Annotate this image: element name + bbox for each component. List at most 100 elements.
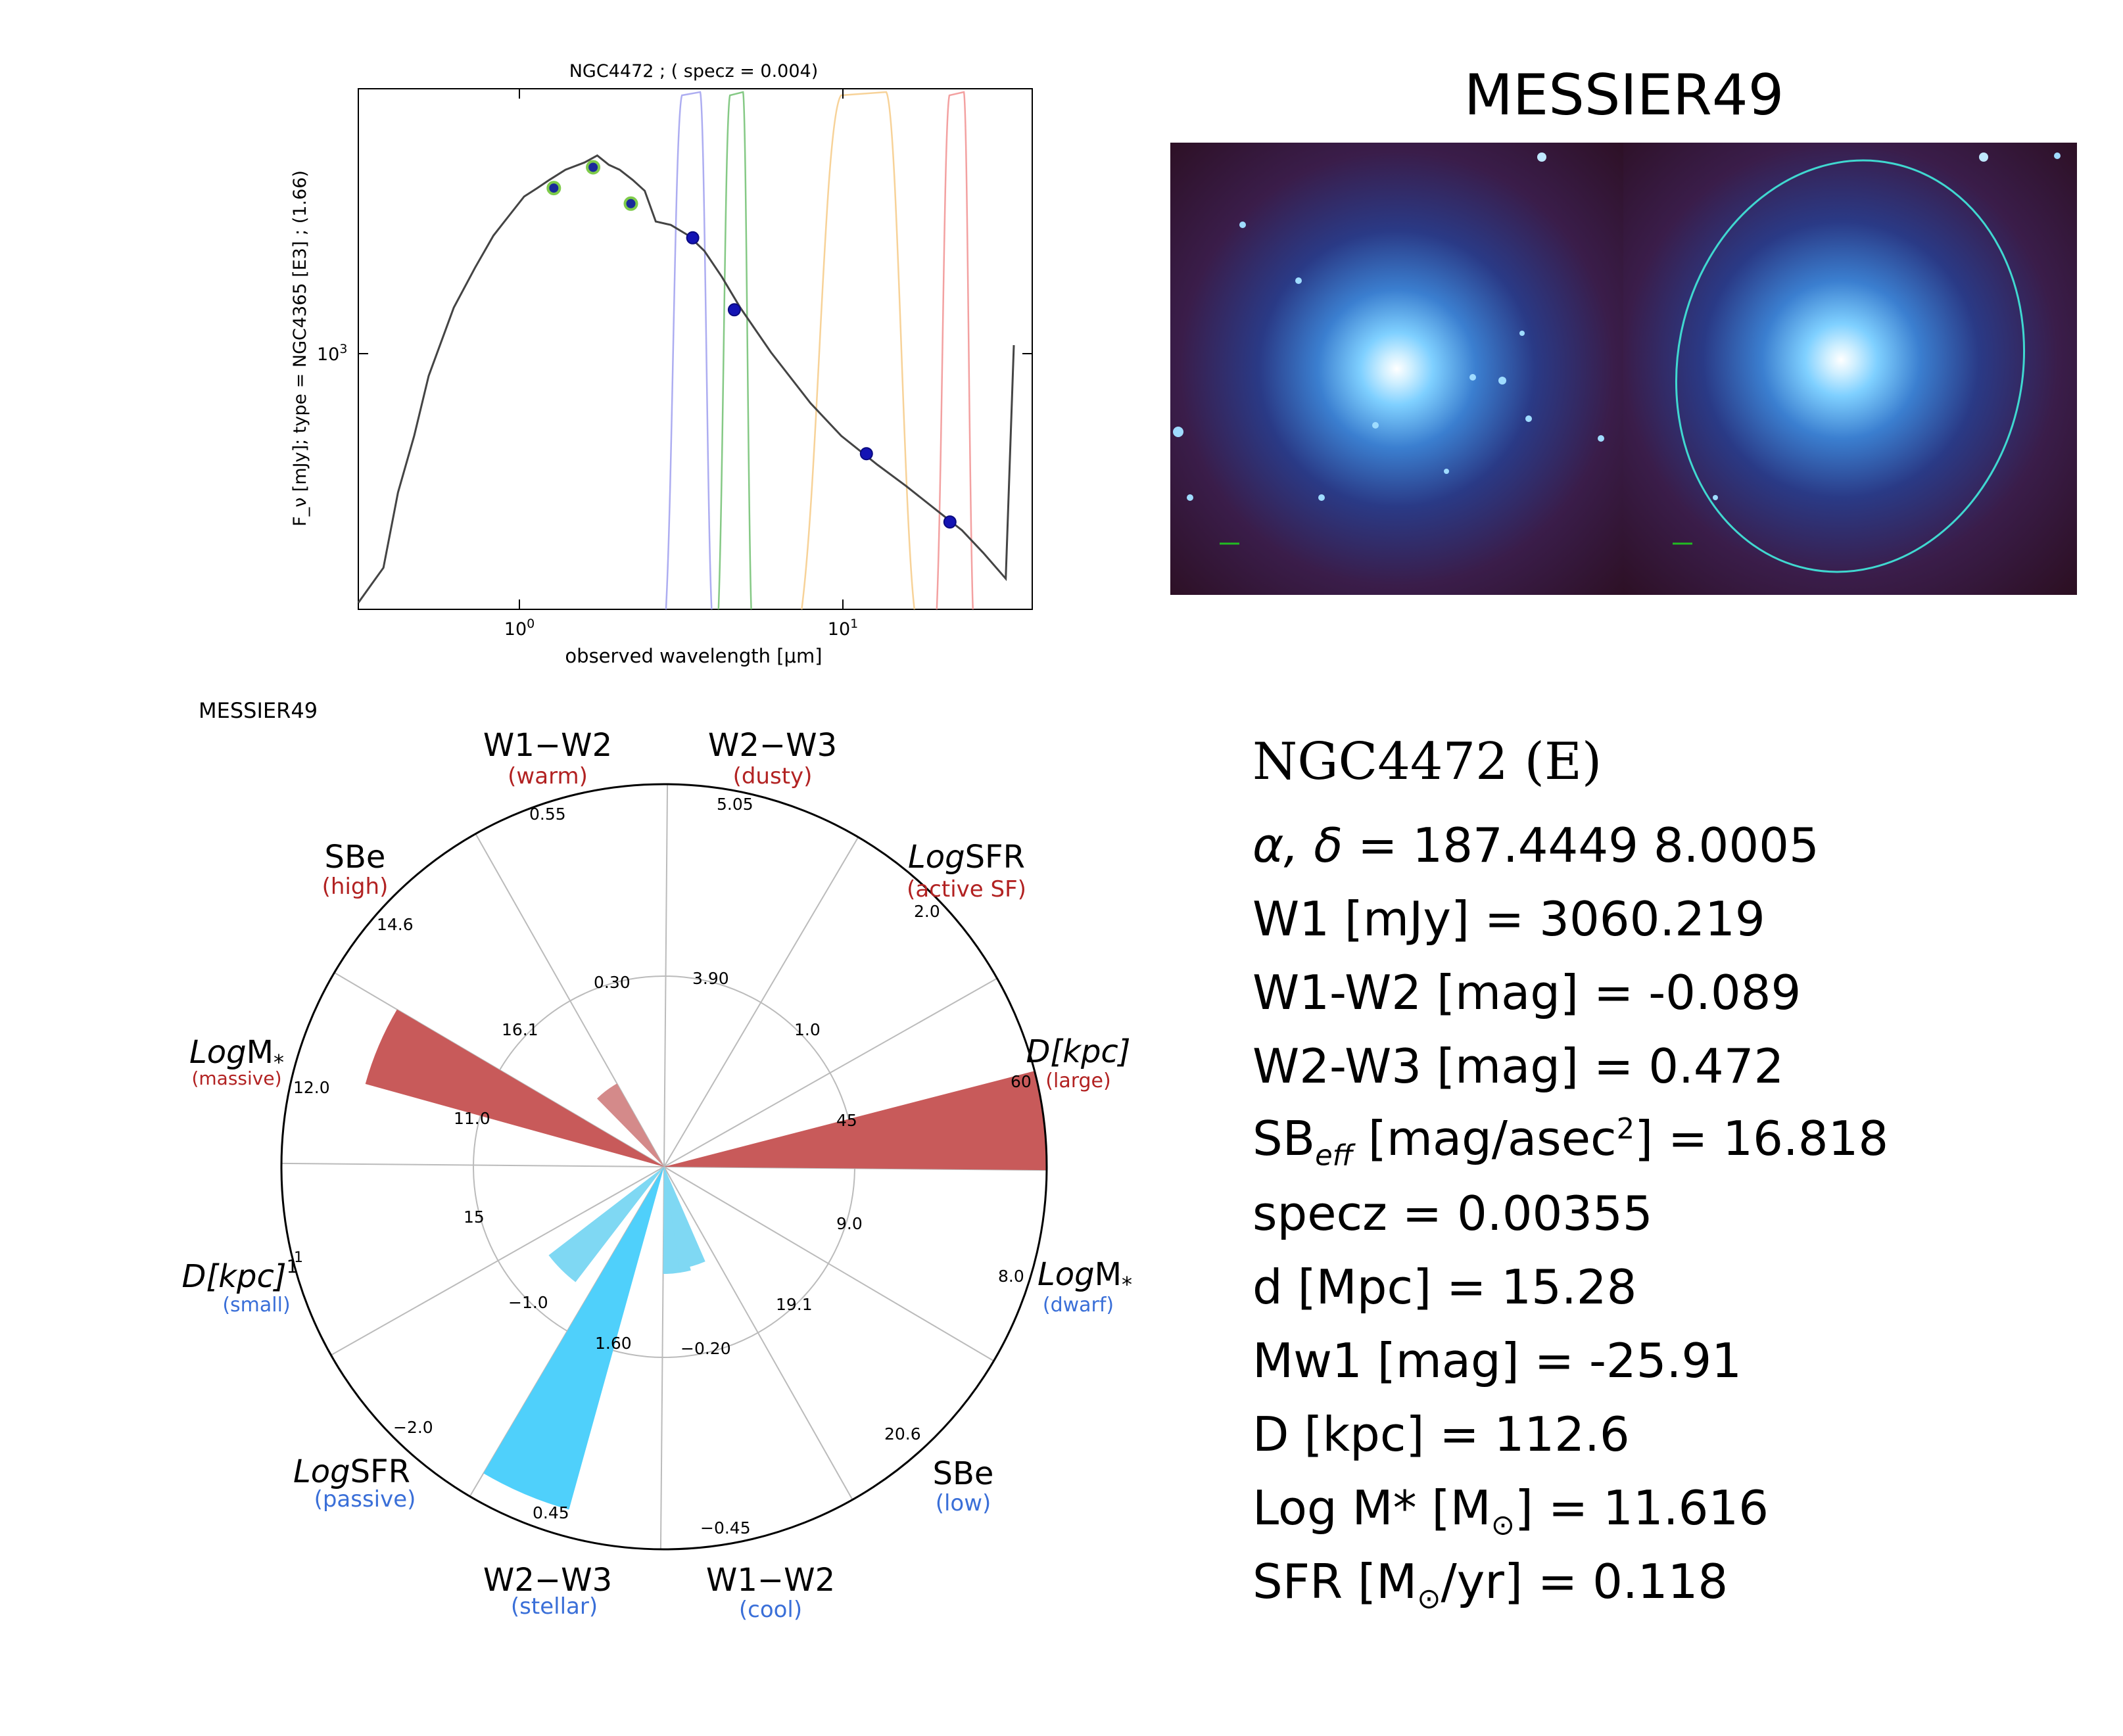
info-log-mass: Log M* [M⊙] = 11.616: [1252, 1480, 1769, 1542]
sed-photometry-points: [546, 160, 957, 529]
label-w1w2-cool: W1−W2: [706, 1562, 835, 1599]
label-logsfr-active: LogSFR: [908, 839, 1025, 876]
sed-xlabel: observed wavelength [μm]: [565, 645, 822, 667]
polar-wedge-5: [365, 1009, 664, 1167]
sed-point: [943, 515, 957, 529]
label-w2w3-dusty: W2−W3: [708, 727, 837, 764]
info-specz: specz = 0.00355: [1252, 1186, 1653, 1241]
info-w2w3: W2-W3 [mag] = 0.472: [1252, 1039, 1784, 1094]
tick-logm-massive: 12.0: [293, 1078, 330, 1097]
galaxy-stars-aperture: [1673, 152, 2061, 573]
sed-filter-w2: [717, 91, 752, 610]
tick-w1w2-warm: 0.55: [529, 805, 566, 824]
polar-wedges: [365, 1009, 1047, 1510]
polar-wedge-0: [664, 1071, 1047, 1171]
sub-sbe-high: (high): [322, 874, 389, 900]
tick-d-large: 60: [1011, 1072, 1032, 1091]
sed-filter-w3: [801, 91, 915, 610]
label-d-large: D[kpc]: [1026, 1033, 1130, 1070]
sed-filter-curves: [665, 91, 974, 610]
sed-xtick-10: 101: [828, 617, 858, 640]
label-sbe-high: SBe: [325, 839, 386, 876]
itick-w1w2: 0.30: [594, 973, 631, 992]
sed-plot-frame: [358, 88, 1033, 610]
sub-w2w3-stellar: (stellar): [511, 1593, 598, 1620]
info-w1w2: W1-W2 [mag] = -0.089: [1252, 965, 1801, 1020]
sed-point: [727, 303, 741, 317]
tick-sbe-high: 14.6: [377, 915, 414, 934]
info-sfr: SFR [M⊙/yr] = 0.118: [1252, 1554, 1729, 1616]
itick-logsfr: 1.0: [794, 1020, 821, 1039]
polar-title: MESSIER49: [199, 698, 318, 723]
aperture-ellipse: [1675, 159, 2026, 573]
sed-xtick-1: 100: [504, 617, 535, 640]
tick-sbe-low: 20.6: [884, 1424, 921, 1443]
sed-ylabel: F_ν [mJy]; type = NGC4365 [E3] ; (1.66): [290, 170, 310, 527]
label-logsfr-passive: LogSFR: [293, 1453, 410, 1490]
sed-filter-w1: [665, 91, 713, 610]
sub-logsfr-active: (active SF): [907, 876, 1026, 903]
itick-logm: 9.0: [836, 1214, 863, 1233]
sed-ticks: [358, 89, 1032, 609]
galaxy-image-raw: [1170, 143, 1623, 595]
itick-w2w3-stellar: 1.60: [595, 1334, 632, 1353]
label-d-small: D[kpc]1: [182, 1255, 298, 1295]
itick-logsfr-passive: −1.0: [508, 1293, 548, 1312]
polar-wedge-8: [483, 1167, 664, 1510]
sub-d-small: (small): [222, 1294, 290, 1317]
label-sbe-low: SBe: [933, 1455, 994, 1492]
galaxy-image-aperture: [1623, 143, 2077, 595]
sed-point: [859, 447, 873, 461]
sed-chart: NGC4472 ; ( specz = 0.004) 100 101 103 o…: [290, 61, 1033, 667]
sed-filter-w4: [936, 91, 974, 610]
itick-sbe-high: 16.1: [502, 1020, 538, 1039]
image-panel-title: MESSIER49: [1464, 62, 1784, 128]
info-coordinates: α, δ = 187.4449 8.0005: [1252, 818, 1819, 873]
sub-logm-massive: (massive): [191, 1067, 281, 1089]
info-diameter-kpc: D [kpc] = 112.6: [1252, 1407, 1630, 1462]
sed-title: NGC4472 ; ( specz = 0.004): [569, 61, 819, 82]
sub-logm-dwarf: (dwarf): [1043, 1294, 1114, 1317]
itick-logm-massive: 11.0: [454, 1109, 490, 1128]
sub-logsfr-passive: (passive): [314, 1486, 416, 1513]
polar-chart: 0.55 5.05 2.0 60 8.0 20.6 −0.45 0.45 −2.…: [182, 727, 1132, 1623]
itick-w2w3: 3.90: [692, 969, 729, 988]
sub-w1w2-warm: (warm): [508, 763, 588, 789]
info-galaxy-name: NGC4472 (E): [1252, 732, 1602, 791]
polar-wedge-extra: [548, 1167, 664, 1282]
label-logm-dwarf: LogM*: [1038, 1256, 1132, 1297]
polar-spoke: [469, 1166, 665, 1497]
polar-wedge-cool: [664, 1167, 705, 1269]
tick-w1w2-cool: −0.45: [700, 1518, 751, 1537]
itick-sbe-low: 19.1: [776, 1295, 813, 1314]
tick-logsfr-passive: −2.0: [393, 1418, 433, 1437]
label-logm-massive: LogM*: [189, 1034, 284, 1075]
tick-logsfr-active: 2.0: [914, 902, 940, 921]
info-w1-flux: W1 [mJy] = 3060.219: [1252, 891, 1765, 947]
info-sb-eff: SBeff [mag/asec2] = 16.818: [1252, 1111, 1889, 1173]
label-w1w2-warm: W1−W2: [483, 727, 612, 764]
sed-ytick-1000: 103: [317, 342, 347, 365]
sub-d-large: (large): [1045, 1069, 1110, 1092]
sub-w1w2-cool: (cool): [739, 1597, 802, 1623]
sub-w2w3-dusty: (dusty): [733, 763, 813, 789]
sub-sbe-low: (low): [936, 1490, 991, 1516]
itick-w1w2-cool: −0.20: [680, 1339, 731, 1358]
tick-logm-dwarf: 8.0: [998, 1267, 1024, 1286]
polar-wedge-4: [597, 1083, 664, 1167]
sed-point: [623, 196, 638, 211]
label-w2w3-stellar: W2−W3: [483, 1562, 612, 1599]
tick-w2w3-stellar: 0.45: [533, 1503, 569, 1522]
polar-outer-ring: [280, 783, 1048, 1551]
itick-d-small: 15: [464, 1208, 485, 1227]
galaxy-stars-raw: [1173, 152, 1604, 545]
itick-d: 45: [836, 1111, 857, 1130]
tick-w2w3-dusty: 5.05: [717, 795, 753, 814]
sed-point: [586, 160, 601, 175]
info-mw1: Mw1 [mag] = -25.91: [1252, 1333, 1742, 1388]
tick-d-small: 1: [294, 1250, 303, 1266]
info-distance-mpc: d [Mpc] = 15.28: [1252, 1259, 1637, 1315]
sed-point: [546, 181, 561, 196]
sed-point: [686, 231, 700, 245]
